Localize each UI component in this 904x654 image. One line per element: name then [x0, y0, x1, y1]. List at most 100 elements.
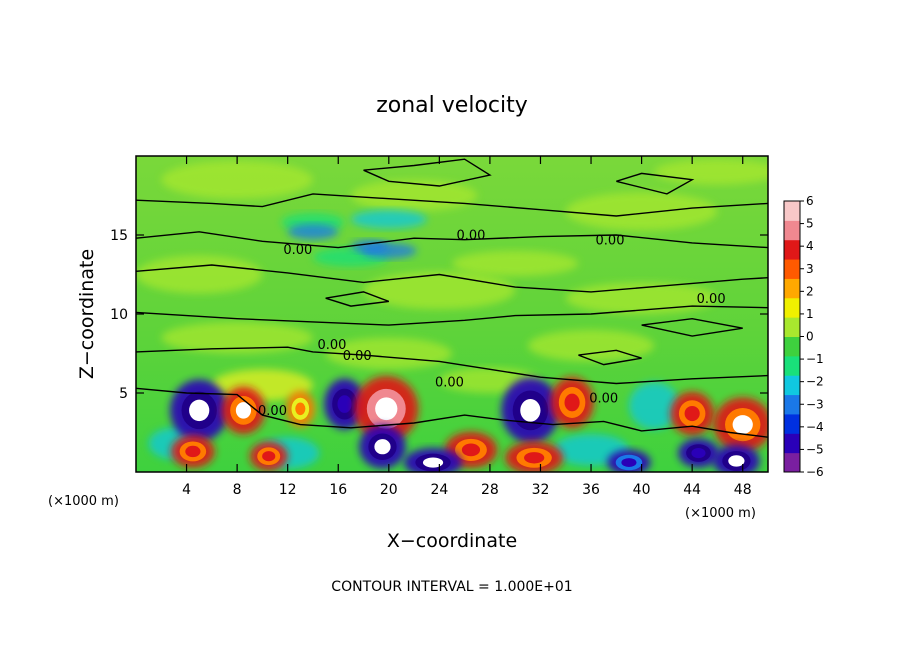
velocity-extreme-core	[524, 452, 545, 464]
colorbar-segment	[784, 433, 800, 454]
x-axis-ticks: 4 8 12 16 20 24 28 32 36 40 44 48	[182, 156, 752, 498]
contour-label: 0.00	[258, 404, 287, 419]
colorbar-segment	[784, 297, 800, 318]
y-axis-ticks: 5 10 15	[110, 228, 768, 402]
colorbar-label: 3	[806, 262, 814, 276]
colorbar-segment	[784, 394, 800, 415]
x-tick-label: 12	[279, 482, 297, 498]
y-tick-label: 10	[110, 307, 128, 323]
velocity-extreme-core	[732, 415, 753, 435]
colorbar-segment	[784, 259, 800, 279]
velocity-extreme-core	[235, 402, 252, 419]
velocity-extreme-core	[375, 397, 398, 421]
velocity-extreme-core	[337, 395, 352, 413]
velocity-extreme-core	[189, 399, 210, 422]
colorbar-label: 2	[806, 284, 814, 298]
field-patch	[452, 250, 579, 277]
contour-label: 0.00	[317, 338, 346, 353]
zero-contour	[136, 346, 768, 385]
field-patch	[136, 255, 263, 294]
colorbar-segment	[784, 317, 800, 337]
velocity-extreme-core	[621, 458, 637, 467]
field-patch	[527, 329, 655, 362]
field-patch	[161, 321, 313, 354]
zero-contour	[136, 387, 768, 438]
y-axis-label: Z−coordinate	[76, 249, 98, 379]
velocity-field	[136, 159, 768, 472]
x-tick-label: 40	[633, 482, 651, 498]
colorbar-label: 1	[806, 307, 814, 321]
x-tick-label: 36	[582, 482, 600, 498]
velocity-extreme-core	[691, 447, 706, 459]
velocity-extreme-core	[684, 405, 700, 422]
velocity-extreme-core	[461, 443, 481, 457]
field-patch	[287, 223, 339, 240]
zero-contour	[136, 305, 768, 326]
velocity-extreme-core	[422, 457, 444, 468]
field-patch	[350, 179, 478, 212]
colorbar-segment	[784, 375, 800, 396]
field-patch	[161, 160, 313, 199]
y-tick-label: 5	[119, 386, 128, 402]
colorbar-label: −6	[806, 465, 824, 479]
x-unit-left: (×1000 m)	[48, 494, 119, 509]
zero-contour	[641, 317, 743, 337]
colorbar-segment	[784, 336, 800, 357]
field-patch	[628, 381, 680, 430]
colorbar-label: −3	[806, 397, 824, 411]
contour-label: 0.00	[343, 349, 372, 364]
field-patch	[363, 271, 516, 310]
field-patch	[654, 159, 768, 185]
zero-contour	[136, 231, 768, 249]
colorbar-segment	[784, 278, 800, 299]
x-tick-label: 44	[683, 482, 701, 498]
velocity-extreme-core	[262, 451, 276, 462]
chart-title: zonal velocity	[376, 93, 528, 118]
zero-contour	[616, 172, 695, 195]
x-tick-label: 16	[329, 482, 347, 498]
colorbar-label: 5	[806, 217, 814, 231]
colorbar-label: −2	[806, 375, 824, 389]
velocity-extreme-core	[295, 402, 306, 416]
field-patch	[565, 192, 718, 231]
velocity-extreme-core	[728, 455, 745, 467]
colorbar: 6 5 4 3 2 1 0 −1 −2 −3 −4 −5 −6	[783, 194, 824, 479]
colorbar-label: −5	[806, 442, 824, 456]
x-tick-label: 28	[481, 482, 499, 498]
contour-label: 0.00	[456, 229, 485, 244]
colorbar-label: −1	[806, 352, 824, 366]
colorbar-label: 0	[806, 330, 814, 344]
field-patch	[325, 337, 452, 370]
y-tick-label: 15	[110, 228, 128, 244]
x-tick-label: 20	[380, 482, 398, 498]
velocity-extreme-core	[374, 439, 391, 455]
contour-label: 0.00	[283, 243, 312, 258]
zero-contour	[363, 158, 492, 187]
colorbar-label: −4	[806, 420, 824, 434]
x-axis-label: X−coordinate	[387, 530, 517, 552]
velocity-extreme-core	[185, 445, 201, 458]
colorbar-segment	[784, 355, 800, 376]
zero-contour	[136, 264, 768, 293]
zero-contours	[136, 158, 768, 438]
velocity-extreme-core	[520, 399, 541, 422]
plot-area: 0.000.00 0.000.000.000.000.000.000.00	[136, 156, 768, 472]
zero-contour	[578, 349, 642, 366]
zero-contour	[325, 291, 390, 307]
contour-labels: 0.000.00 0.000.000.000.000.000.000.00	[258, 229, 726, 419]
contour-interval-note: CONTOUR INTERVAL = 1.000E+01	[331, 579, 572, 595]
velocity-extreme-core	[564, 393, 580, 412]
field-patch	[350, 209, 427, 229]
colorbar-segment	[784, 239, 800, 260]
x-tick-label: 4	[182, 482, 191, 498]
colorbar-segment	[784, 220, 800, 241]
x-tick-label: 24	[430, 482, 448, 498]
x-tick-label: 32	[532, 482, 550, 498]
contour-label: 0.00	[596, 233, 625, 248]
colorbar-segment	[784, 413, 800, 434]
x-tick-label: 8	[233, 482, 242, 498]
contour-label: 0.00	[435, 376, 464, 391]
zero-contour	[136, 193, 768, 217]
contour-label: 0.00	[589, 391, 618, 406]
